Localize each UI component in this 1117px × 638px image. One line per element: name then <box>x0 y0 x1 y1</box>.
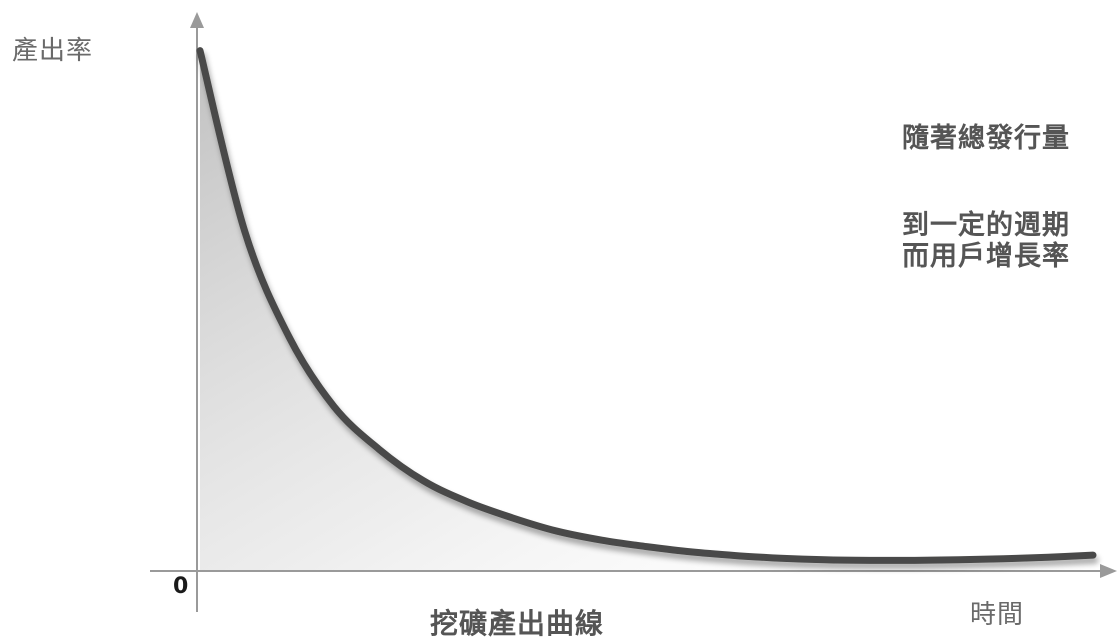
annotation-line-2: 到一定的週期 <box>902 210 1070 241</box>
chart-title: 挖礦產出曲線 <box>430 607 605 638</box>
x-axis-label: 時間 <box>970 600 1025 630</box>
series-line-output-rate <box>196 47 1097 564</box>
annotation-line-3: 而用戶增長率 <box>902 241 1070 272</box>
origin-label: 0 <box>173 574 189 599</box>
y-axis-label: 產出率 <box>12 36 94 66</box>
x-axis-arrow <box>1100 564 1117 578</box>
area-under-curve <box>200 50 1093 572</box>
y-axis-arrow <box>190 12 204 28</box>
annotation-line-1: 隨著總發行量 <box>902 123 1070 154</box>
